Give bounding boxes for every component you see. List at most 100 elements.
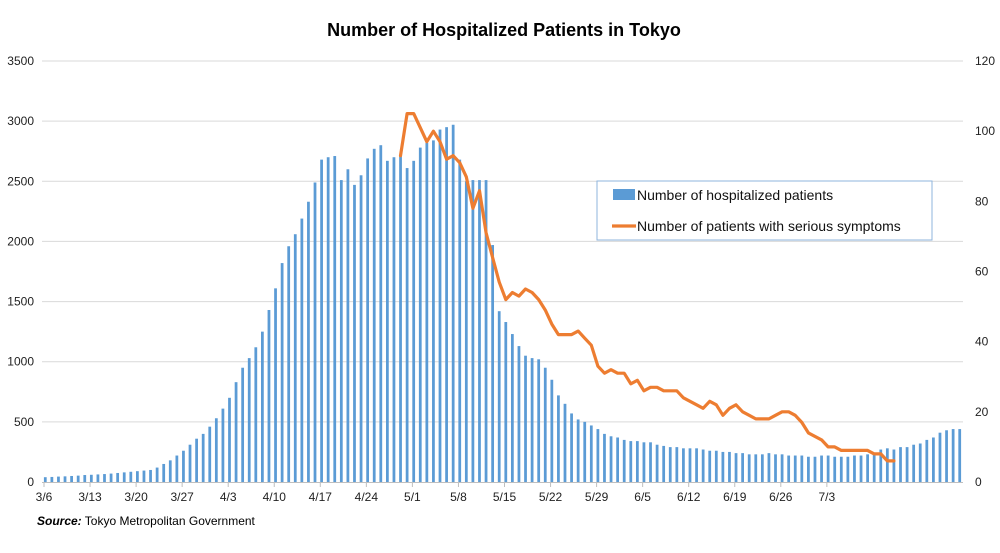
bar <box>353 184 356 482</box>
legend-box <box>596 180 933 241</box>
source-label: Source: <box>37 514 82 528</box>
y-left-tick-label: 2000 <box>7 234 34 248</box>
bar <box>432 140 435 483</box>
axes: 0 500 1000 1500 2000 2500 3000 3500 0 20 40 60 80 100… <box>7 54 995 504</box>
bar <box>89 474 93 482</box>
bar <box>714 450 718 482</box>
bar <box>267 309 271 482</box>
legend: Number of hospitalized patients Number of… <box>596 180 933 241</box>
bar <box>728 451 731 482</box>
bar <box>780 454 784 482</box>
y-left-tick-label: 1500 <box>7 295 34 309</box>
bar <box>682 448 685 482</box>
bar <box>168 460 172 482</box>
bar <box>57 476 60 482</box>
x-tick-label: 4/10 <box>263 490 287 504</box>
bar <box>425 142 429 482</box>
y-right-tick-label: 0 <box>975 475 982 489</box>
bar <box>563 403 567 482</box>
x-tick-label: 6/5 <box>634 490 651 504</box>
bar <box>280 263 284 482</box>
bar <box>214 418 218 482</box>
bar <box>846 456 850 482</box>
y-right-tick-label: 20 <box>975 405 989 419</box>
bar <box>570 413 573 482</box>
y-right-tick-label: 40 <box>975 335 989 349</box>
bar <box>392 157 396 482</box>
source-note: Source: Tokyo Metropolitan Government <box>37 514 255 528</box>
bar <box>596 429 600 482</box>
bar <box>96 474 100 482</box>
bar <box>826 455 830 482</box>
bar <box>254 347 258 482</box>
bar <box>754 454 758 482</box>
bar <box>63 476 67 482</box>
bar <box>839 456 843 482</box>
x-tick-label: 5/15 <box>493 490 517 504</box>
bar <box>458 159 462 483</box>
bar <box>774 454 777 482</box>
bar <box>925 439 929 482</box>
bar <box>859 455 863 482</box>
bar <box>228 397 231 482</box>
bar <box>221 408 225 482</box>
bar <box>438 129 442 482</box>
bar <box>662 445 666 482</box>
bar <box>313 182 317 482</box>
bar <box>412 160 416 482</box>
bar <box>103 474 106 482</box>
x-tick-label: 6/19 <box>723 490 747 504</box>
bar <box>484 180 488 482</box>
bar <box>300 218 304 482</box>
bar <box>43 477 47 482</box>
bar <box>932 437 935 482</box>
bar <box>530 358 534 482</box>
bar <box>603 433 606 482</box>
bar <box>616 437 620 482</box>
bar <box>543 367 547 482</box>
bar <box>464 181 468 483</box>
bar <box>129 471 133 482</box>
bar <box>787 455 791 482</box>
bar <box>471 180 475 482</box>
y-left-tick-label: 1000 <box>7 355 34 369</box>
bar <box>261 331 264 482</box>
y-right-tick-label: 120 <box>975 54 995 68</box>
bar <box>504 322 508 482</box>
bar <box>195 438 198 482</box>
bar <box>899 447 902 482</box>
bar <box>793 455 797 482</box>
bar <box>451 124 455 482</box>
bar <box>307 201 310 482</box>
bar <box>162 463 166 482</box>
bar <box>760 454 764 482</box>
bar <box>70 475 73 482</box>
x-tick-label: 4/24 <box>355 490 379 504</box>
bar <box>234 382 238 482</box>
bar <box>668 447 672 482</box>
bar <box>675 447 679 482</box>
bar <box>589 425 593 482</box>
source-text: Tokyo Metropolitan Government <box>81 514 255 528</box>
bar <box>853 455 856 482</box>
bar <box>320 159 323 483</box>
bar <box>622 439 626 482</box>
bar <box>76 475 80 482</box>
bar <box>333 156 337 483</box>
bar <box>346 169 350 482</box>
x-tick-label: 4/3 <box>220 490 237 504</box>
bar <box>695 448 698 482</box>
legend-label-bar: Number of hospitalized patients <box>637 187 833 203</box>
x-tick-label: 5/29 <box>585 490 609 504</box>
bar <box>517 346 521 482</box>
legend-swatch-bar <box>613 189 635 200</box>
bar <box>550 379 554 482</box>
bar <box>885 448 889 482</box>
y-right-tick-label: 60 <box>975 265 989 279</box>
bar <box>175 455 179 482</box>
bar <box>359 175 363 482</box>
bar <box>734 453 738 482</box>
bar <box>155 467 159 482</box>
